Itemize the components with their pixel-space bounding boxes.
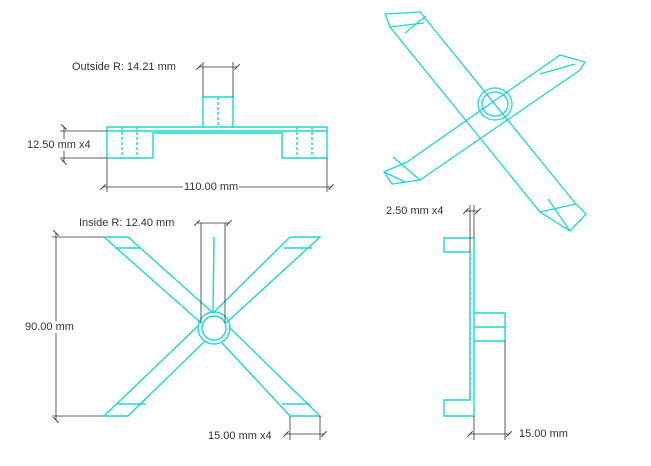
side-width-label: 15.00 mm xyxy=(518,428,569,440)
side-view xyxy=(443,205,513,440)
side-view-part xyxy=(443,237,506,417)
top-view xyxy=(52,219,328,440)
front-width-label: 110.00 mm xyxy=(183,181,240,193)
arm-width-label: 15.00 mm x4 xyxy=(207,430,273,442)
top-view-dimensions xyxy=(52,219,328,440)
side-thickness-label: 2.50 mm x4 xyxy=(385,205,445,217)
isometric-view xyxy=(383,11,587,232)
inside-radius-label: Inside R: 12.40 mm xyxy=(78,217,176,229)
front-view-part xyxy=(106,96,328,159)
front-view xyxy=(60,62,335,192)
front-height-label: 12.50 mm x4 xyxy=(26,139,92,151)
side-view-dimensions xyxy=(462,205,513,440)
top-view-part xyxy=(103,236,322,417)
outside-radius-label: Outside R: 14.21 mm xyxy=(71,61,177,73)
top-height-label: 90.00 mm xyxy=(24,321,75,333)
